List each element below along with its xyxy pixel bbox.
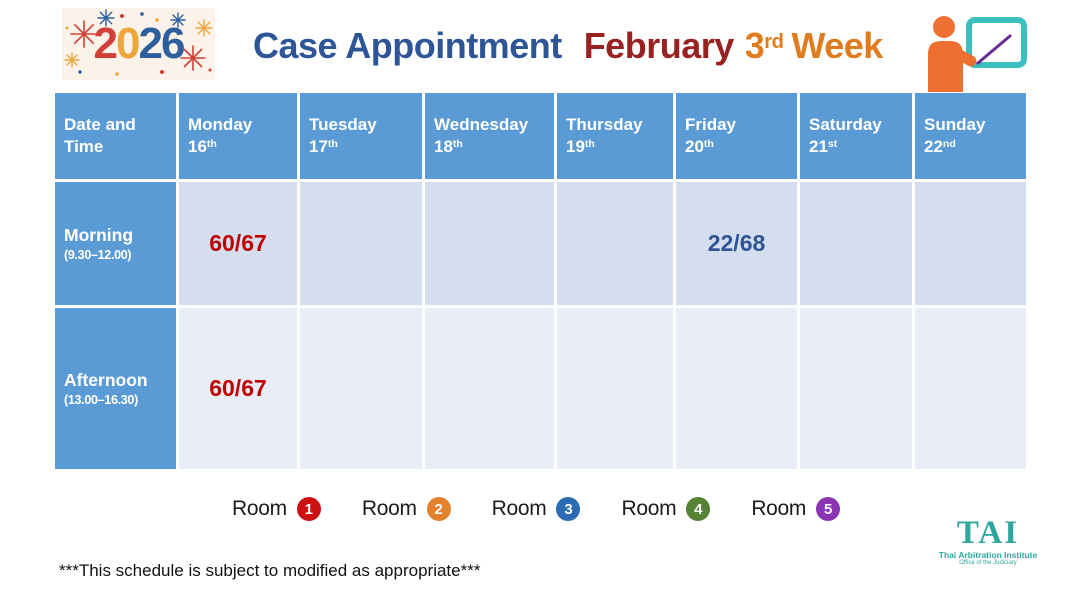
footnote: ***This schedule is subject to modified … bbox=[59, 561, 481, 580]
cell-afternoon-tuesday bbox=[300, 308, 422, 469]
legend-item-room-3: Room 3 bbox=[492, 497, 581, 521]
year-digit: 6 bbox=[160, 19, 186, 68]
year-digit: 0 bbox=[116, 19, 141, 68]
page-title: Case Appointment February 3rd Week bbox=[253, 25, 883, 67]
room-1-badge: 1 bbox=[296, 497, 321, 521]
tai-subtitle: Office of the Judiciary bbox=[959, 560, 1017, 567]
cell-morning-thursday bbox=[557, 182, 673, 305]
cell-morning-saturday bbox=[800, 182, 912, 305]
day-header-tuesday: Tuesday 17th bbox=[300, 93, 422, 179]
tai-logo: TAI Thai Arbitration Institute Office of… bbox=[928, 515, 1048, 567]
teacher-whiteboard-icon bbox=[928, 16, 1027, 92]
cell-morning-sunday bbox=[915, 182, 1026, 305]
cell-morning-tuesday bbox=[300, 182, 422, 305]
legend-item-room-5: Room 5 bbox=[751, 497, 841, 521]
legend-item-room-4: Room 4 bbox=[621, 497, 711, 521]
cell-afternoon-wednesday bbox=[425, 308, 554, 469]
room-4-badge: 4 bbox=[686, 497, 711, 521]
tai-acronym: TAI bbox=[956, 515, 1020, 551]
day-header-thursday: Thursday 19th bbox=[557, 93, 673, 179]
cell-morning-friday: 22/68 bbox=[676, 182, 797, 305]
legend-item-room-1: Room 1 bbox=[232, 497, 321, 521]
schedule-table: Date and Time Monday 16th Tuesday 17th W… bbox=[55, 93, 1026, 469]
year-text: 2 0 2 6 bbox=[93, 19, 186, 68]
row-header-morning: Morning (9.30–12.00) bbox=[55, 182, 176, 305]
day-header-wednesday: Wednesday 18th bbox=[425, 93, 554, 179]
year-logo: 2 0 2 6 bbox=[62, 8, 215, 80]
title-month: February bbox=[583, 25, 735, 66]
room-2-badge: 2 bbox=[426, 497, 451, 521]
year-digit: 2 bbox=[93, 19, 119, 68]
room-legend: Room 1 Room 2 Room 3 Room 4 Room 5 bbox=[232, 497, 841, 521]
year-digit: 2 bbox=[138, 19, 164, 68]
cell-afternoon-monday: 60/67 bbox=[179, 308, 297, 469]
cell-afternoon-sunday bbox=[915, 308, 1026, 469]
legend-item-room-2: Room 2 bbox=[362, 497, 451, 521]
cell-morning-monday: 60/67 bbox=[179, 182, 297, 305]
cell-morning-wednesday bbox=[425, 182, 554, 305]
corner-header: Date and Time bbox=[55, 93, 176, 179]
row-header-afternoon: Afternoon (13.00–16.30) bbox=[55, 308, 176, 469]
tai-name: Thai Arbitration Institute bbox=[938, 550, 1038, 561]
day-header-sunday: Sunday 22nd bbox=[915, 93, 1026, 179]
day-header-saturday: Saturday 21st bbox=[800, 93, 912, 179]
cell-afternoon-thursday bbox=[557, 308, 673, 469]
title-main: Case Appointment bbox=[253, 25, 562, 66]
fireworks-icon bbox=[64, 9, 213, 76]
room-5-badge: 5 bbox=[816, 497, 841, 521]
cell-afternoon-saturday bbox=[800, 308, 912, 469]
room-3-badge: 3 bbox=[556, 497, 581, 521]
day-header-friday: Friday 20th bbox=[676, 93, 797, 179]
day-header-monday: Monday 16th bbox=[179, 93, 297, 179]
cell-afternoon-friday bbox=[676, 308, 797, 469]
title-week: 3rd Week bbox=[744, 25, 884, 66]
